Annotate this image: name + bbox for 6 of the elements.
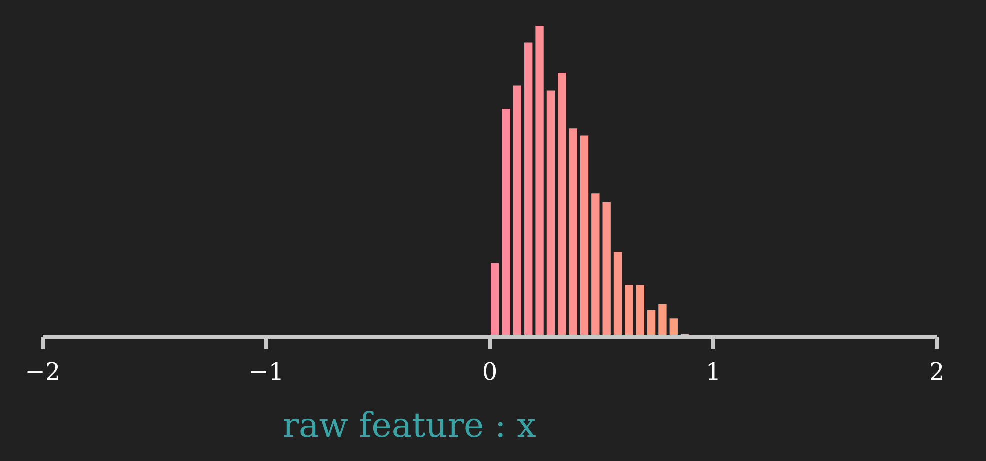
x-axis-title: raw feature : x	[282, 406, 536, 446]
x-tick-label: 2	[929, 358, 945, 386]
x-tick-label: 1	[706, 358, 722, 386]
x-tick-label: 0	[482, 358, 498, 386]
x-tick-label: −1	[248, 358, 284, 386]
x-tick-label: −2	[25, 358, 61, 386]
